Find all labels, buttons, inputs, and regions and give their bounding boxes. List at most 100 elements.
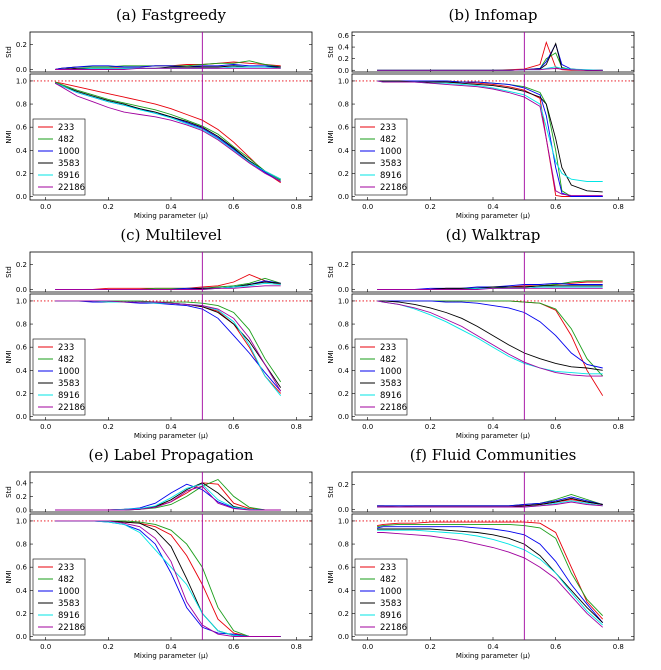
xtick-label: 0.4 [487, 423, 499, 431]
std-axis-label: Std [327, 486, 335, 498]
xtick-label: 0.4 [165, 643, 177, 651]
legend-box [354, 338, 408, 416]
legend-label: 8916 [380, 171, 402, 181]
nmi-series-line-482 [377, 300, 604, 377]
nmi-series-line-3583 [377, 528, 604, 624]
nmi-ytick-label: 0.8 [16, 321, 27, 329]
legend-label: 3583 [380, 379, 402, 389]
xtick-label: 0.8 [613, 643, 624, 651]
std-axis-label: Std [5, 486, 13, 498]
std-series-line-1000 [377, 496, 603, 507]
std-series-line-22186 [55, 67, 281, 70]
legend: 233 482 1000 3583 8916 22186 [354, 338, 408, 416]
nmi-axis-label: NMI [5, 350, 13, 363]
nmi-axis-label: NMI [5, 570, 13, 583]
xtick-label: 0.0 [362, 643, 373, 651]
legend: 233 482 1000 3583 8916 22186 [32, 558, 86, 636]
std-ytick-label: 0.2 [338, 55, 349, 63]
xtick-label: 0.2 [425, 423, 436, 431]
chart-title: (e) Label Propagation [88, 446, 254, 464]
legend-label: 482 [380, 135, 396, 145]
nmi-ytick-label: 0.2 [16, 610, 27, 618]
std-series-line-1000 [377, 43, 603, 71]
xtick-label: 0.6 [228, 203, 240, 211]
nmi-series-line-22186 [55, 520, 281, 637]
legend-box [32, 118, 86, 196]
legend: 233 482 1000 3583 8916 22186 [354, 558, 408, 636]
legend-box [354, 118, 408, 196]
nmi-series-line-482 [377, 80, 603, 197]
std-series-line-22186 [55, 485, 281, 511]
nmi-series-line-8916 [377, 300, 603, 375]
nmi-series-line-1000 [377, 526, 604, 623]
std-ytick-label: 0.2 [338, 481, 349, 489]
nmi-ytick-label: 0.6 [16, 564, 28, 572]
x-axis-label: Mixing parameter (μ) [456, 652, 531, 660]
nmi-series-line-233 [377, 80, 603, 197]
std-axes-frame [351, 31, 635, 73]
legend-label: 482 [58, 135, 74, 145]
legend-label: 1000 [380, 367, 402, 377]
legend-box [32, 338, 86, 416]
xtick-label: 0.2 [103, 203, 114, 211]
legend-label: 8916 [380, 391, 402, 401]
nmi-ytick-label: 0.0 [16, 633, 27, 641]
xtick-label: 0.4 [165, 203, 177, 211]
legend-box [354, 558, 408, 636]
nmi-series-line-8916 [55, 300, 282, 396]
std-axis-label: Std [5, 46, 13, 58]
xtick-label: 0.0 [362, 423, 373, 431]
xtick-label: 0.2 [425, 643, 436, 651]
std-axis-label: Std [327, 266, 335, 278]
nmi-series-line-1000 [55, 520, 281, 637]
legend-label: 3583 [380, 159, 402, 169]
nmi-series-line-22186 [377, 80, 603, 196]
std-ytick-label: 0.2 [16, 261, 27, 269]
nmi-ytick-label: 0.6 [16, 344, 28, 352]
nmi-ytick-label: 0.6 [16, 124, 28, 132]
chart-panel-4: (e) Label Propagation 0.0 0.2 0.4 0.0 0.2 0.4 0… [5, 446, 313, 660]
legend-label: 1000 [380, 587, 402, 597]
legend-label: 3583 [380, 599, 402, 609]
std-ytick-label: 0.0 [16, 66, 27, 74]
nmi-ytick-label: 0.6 [338, 564, 350, 572]
nmi-ytick-label: 1.0 [16, 77, 27, 85]
x-axis-label: Mixing parameter (μ) [134, 212, 209, 220]
std-series-line-482 [55, 277, 281, 290]
nmi-series-line-22186 [377, 300, 603, 377]
legend-label: 8916 [58, 391, 80, 401]
nmi-ytick-label: 0.8 [338, 101, 349, 109]
chart-panel-5: (f) Fluid Communities 0.0 0.2 0.0 0.2 0.4 0.6 0… [327, 446, 635, 660]
nmi-ytick-label: 0.8 [338, 541, 349, 549]
nmi-series-line-22186 [377, 532, 603, 628]
legend: 233 482 1000 3583 8916 22186 [32, 118, 86, 196]
nmi-ytick-label: 1.0 [338, 517, 349, 525]
legend-label: 233 [58, 563, 74, 573]
nmi-ytick-label: 0.4 [16, 147, 28, 155]
std-ytick-label: 0.0 [16, 506, 27, 514]
nmi-ytick-label: 0.4 [16, 367, 28, 375]
nmi-ytick-label: 0.4 [16, 587, 28, 595]
xtick-label: 0.8 [291, 423, 302, 431]
std-series-line-22186 [377, 501, 603, 508]
x-axis-label: Mixing parameter (μ) [456, 212, 531, 220]
nmi-series-line-3583 [377, 80, 603, 193]
legend-label: 8916 [380, 611, 402, 621]
nmi-series-line-8916 [54, 82, 281, 180]
std-ytick-label: 0.0 [16, 286, 27, 294]
nmi-ytick-label: 0.0 [338, 413, 349, 421]
nmi-axis-label: NMI [327, 130, 335, 143]
legend-label: 22186 [380, 623, 407, 633]
chart-title: (d) Walktrap [446, 226, 541, 244]
nmi-series-line-22186 [54, 82, 281, 182]
nmi-series-line-1000 [54, 82, 281, 182]
xtick-label: 0.6 [550, 203, 562, 211]
std-ytick-label: 0.0 [338, 67, 349, 75]
nmi-series-line-233 [55, 520, 281, 637]
nmi-series-line-22186 [55, 300, 282, 392]
xtick-label: 0.6 [550, 423, 562, 431]
nmi-ytick-label: 0.0 [16, 193, 27, 201]
nmi-ytick-label: 0.2 [338, 390, 349, 398]
legend-label: 482 [58, 575, 74, 585]
nmi-series-line-482 [377, 523, 604, 617]
